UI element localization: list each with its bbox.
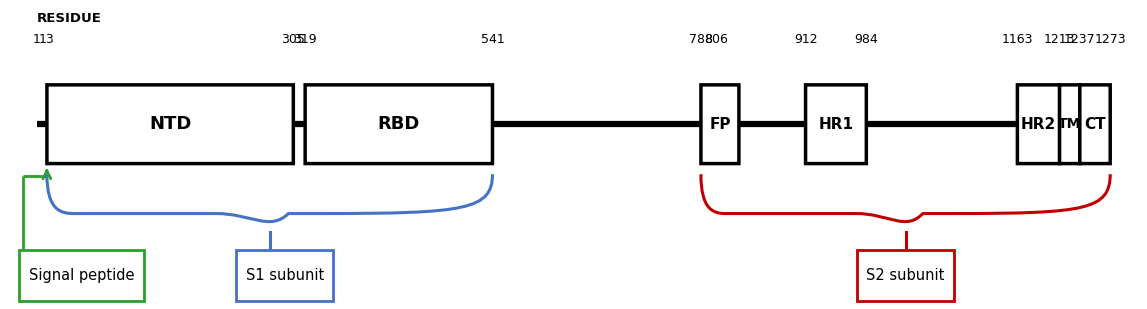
Text: 1163: 1163	[1001, 33, 1033, 46]
Text: FP: FP	[709, 117, 731, 132]
Text: S2 subunit: S2 subunit	[866, 268, 944, 283]
Text: 788: 788	[689, 33, 713, 46]
Text: 305: 305	[281, 33, 305, 46]
Text: 1237: 1237	[1064, 33, 1095, 46]
FancyBboxPatch shape	[805, 85, 866, 163]
FancyBboxPatch shape	[305, 85, 492, 163]
FancyBboxPatch shape	[1060, 85, 1079, 163]
Text: HR1: HR1	[819, 117, 853, 132]
Text: 541: 541	[481, 33, 505, 46]
Text: NTD: NTD	[149, 115, 192, 133]
Text: HR2: HR2	[1021, 117, 1056, 132]
Text: Signal peptide: Signal peptide	[29, 268, 134, 283]
FancyBboxPatch shape	[19, 250, 145, 301]
FancyBboxPatch shape	[47, 85, 294, 163]
Text: 1213: 1213	[1044, 33, 1076, 46]
Text: CT: CT	[1084, 117, 1106, 132]
Text: RESIDUE: RESIDUE	[37, 12, 102, 25]
Text: 13: 13	[39, 33, 55, 46]
Text: 806: 806	[704, 33, 728, 46]
Text: S1 subunit: S1 subunit	[245, 268, 323, 283]
FancyBboxPatch shape	[1017, 85, 1060, 163]
Text: 319: 319	[294, 33, 317, 46]
FancyBboxPatch shape	[236, 250, 334, 301]
FancyBboxPatch shape	[857, 250, 953, 301]
Text: 984: 984	[855, 33, 879, 46]
Text: 1: 1	[33, 33, 41, 46]
FancyBboxPatch shape	[1079, 85, 1110, 163]
Text: RBD: RBD	[377, 115, 420, 133]
Text: 912: 912	[794, 33, 818, 46]
FancyBboxPatch shape	[701, 85, 739, 163]
Text: 1273: 1273	[1094, 33, 1126, 46]
Text: TM: TM	[1058, 117, 1082, 131]
